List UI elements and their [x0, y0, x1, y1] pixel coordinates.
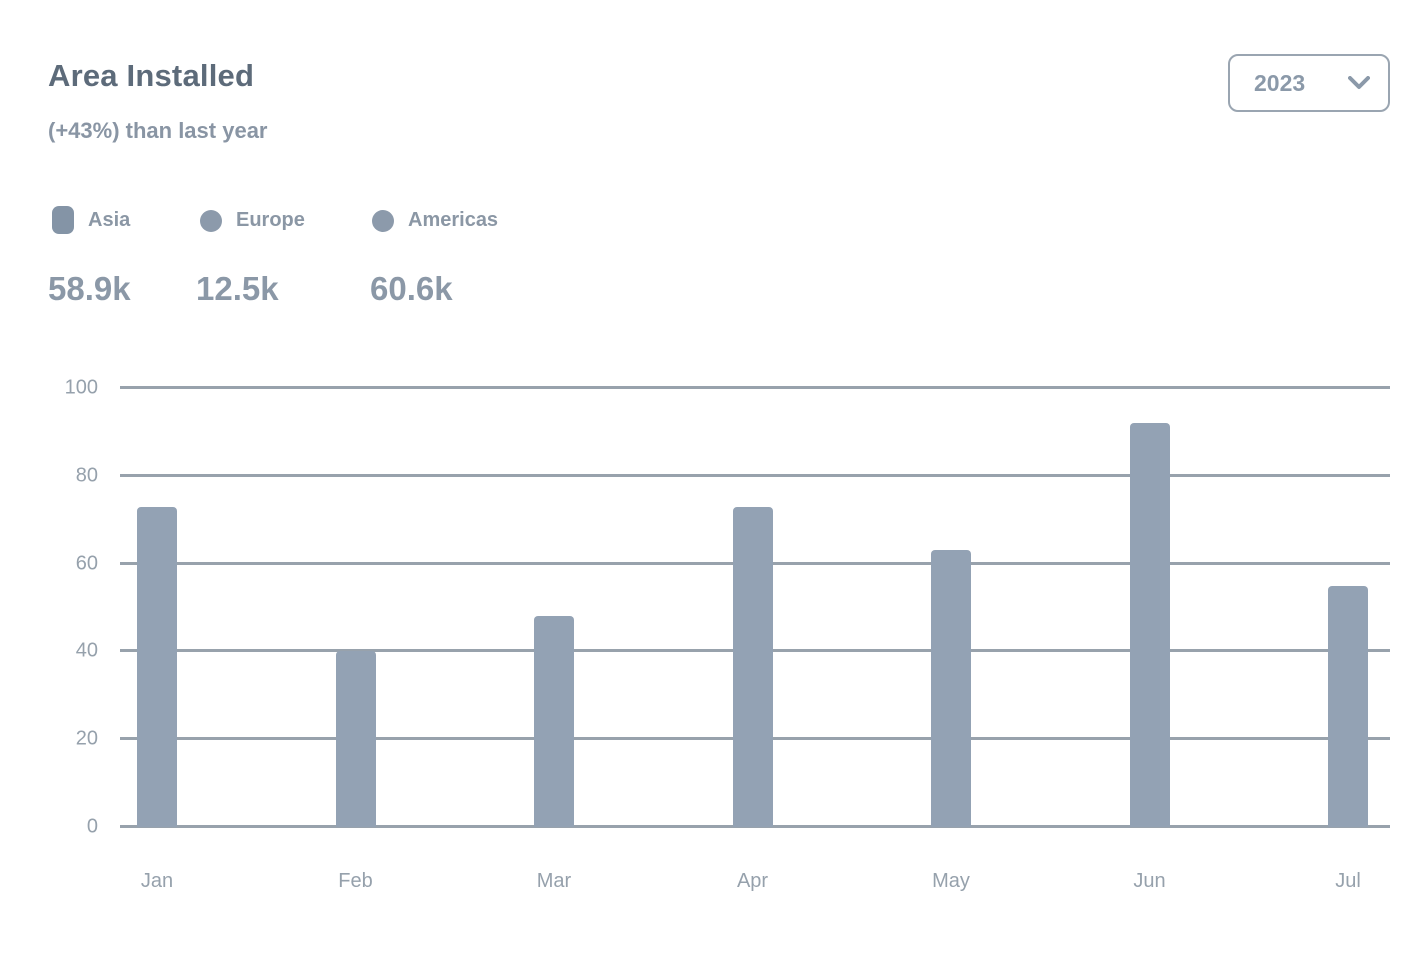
legend-item-americas[interactable]: Americas	[372, 209, 498, 232]
y-axis-tick-label: 40	[75, 639, 98, 662]
bar-jan[interactable]	[137, 506, 177, 827]
legend-total-americas: 60.6k	[370, 270, 453, 307]
legend-item-asia[interactable]: Asia	[52, 206, 130, 234]
chevron-down-icon	[1348, 76, 1370, 90]
circle-marker-icon	[372, 209, 394, 232]
square-marker-icon	[52, 206, 74, 234]
legend-label: Asia	[88, 208, 131, 231]
bar-feb[interactable]	[335, 651, 376, 827]
x-axis-tick-label: Jul	[1335, 870, 1361, 892]
legend-label: Americas	[408, 209, 499, 231]
gridline-y-80	[120, 473, 1390, 477]
circle-marker-icon	[200, 209, 222, 232]
x-axis-tick-label: Jun	[1133, 870, 1166, 892]
y-axis-tick-label: 0	[86, 815, 98, 838]
bar-may[interactable]	[931, 550, 971, 827]
y-axis-tick-label: 80	[75, 464, 98, 487]
legend-label: Europe	[236, 209, 305, 231]
year-select[interactable]: 2023	[1228, 54, 1390, 112]
chart-subtitle: (+43%) than last year	[48, 118, 268, 143]
y-axis-tick-label: 100	[64, 376, 98, 399]
bar-chart-plot-area: 0 20 40 60 80 100 Jan Feb Mar Apr May Jun Jul	[65, 377, 1390, 892]
x-axis-tick-label: Jan	[140, 870, 174, 892]
gridline-y-100	[120, 386, 1390, 389]
x-axis-tick-label: Feb	[338, 870, 373, 892]
bar-mar[interactable]	[534, 616, 574, 827]
y-axis-tick-label: 20	[75, 727, 98, 750]
y-axis-tick-label: 60	[75, 552, 98, 575]
legend-total-europe: 12.5k	[196, 270, 279, 307]
year-select-value: 2023	[1254, 69, 1306, 96]
x-axis-tick-label: Mar	[536, 870, 572, 892]
legend-total-asia: 58.9k	[48, 270, 131, 307]
bar-jul[interactable]	[1328, 585, 1368, 827]
page-title: Area Installed	[48, 58, 255, 93]
x-axis-tick-label: May	[932, 870, 970, 892]
legend-item-europe[interactable]: Europe	[200, 209, 305, 232]
bar-jun[interactable]	[1129, 423, 1170, 827]
x-axis-tick-label: Apr	[736, 870, 769, 892]
bar-apr[interactable]	[732, 506, 773, 827]
